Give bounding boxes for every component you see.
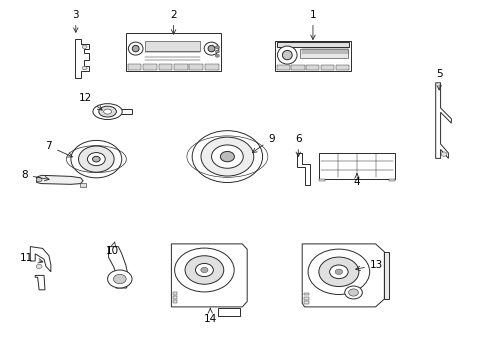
Bar: [174, 64, 187, 70]
Bar: [189, 64, 203, 70]
Text: 6: 6: [294, 134, 301, 157]
Ellipse shape: [82, 45, 87, 49]
Bar: [304, 301, 308, 304]
Ellipse shape: [132, 45, 139, 52]
Ellipse shape: [87, 153, 105, 166]
Bar: [173, 300, 177, 303]
Ellipse shape: [318, 257, 358, 287]
Text: 2: 2: [170, 10, 177, 34]
Ellipse shape: [128, 42, 142, 55]
Polygon shape: [37, 175, 83, 184]
Bar: [318, 179, 325, 181]
Polygon shape: [35, 275, 45, 290]
Polygon shape: [302, 244, 384, 307]
Polygon shape: [384, 252, 388, 299]
Bar: [305, 65, 319, 70]
Ellipse shape: [82, 66, 87, 70]
Text: 13: 13: [355, 260, 383, 271]
Bar: [276, 65, 289, 70]
Bar: [218, 308, 239, 316]
Text: 4: 4: [353, 174, 360, 187]
Bar: [143, 64, 157, 70]
Ellipse shape: [36, 264, 42, 269]
Text: 7: 7: [45, 141, 72, 157]
Bar: [204, 64, 218, 70]
Bar: [173, 292, 177, 294]
Bar: [291, 65, 304, 70]
Ellipse shape: [440, 152, 446, 156]
Ellipse shape: [215, 46, 219, 49]
Bar: [387, 179, 394, 181]
Bar: [158, 64, 172, 70]
Ellipse shape: [71, 140, 122, 178]
Bar: [145, 41, 200, 51]
Polygon shape: [75, 39, 89, 78]
Bar: [121, 109, 132, 114]
Bar: [276, 42, 348, 47]
Bar: [127, 64, 141, 70]
Ellipse shape: [220, 152, 234, 162]
Ellipse shape: [201, 267, 207, 273]
Bar: [125, 33, 221, 71]
Polygon shape: [435, 83, 450, 158]
Ellipse shape: [99, 106, 116, 117]
Ellipse shape: [201, 137, 253, 176]
Text: 10: 10: [106, 242, 119, 256]
Bar: [320, 65, 333, 70]
Ellipse shape: [329, 265, 347, 279]
Text: 3: 3: [72, 10, 79, 32]
Bar: [318, 153, 394, 179]
Bar: [335, 65, 348, 70]
Ellipse shape: [92, 156, 100, 162]
Bar: [80, 183, 85, 187]
Text: 12: 12: [79, 93, 102, 110]
Ellipse shape: [184, 256, 224, 284]
Ellipse shape: [195, 264, 213, 276]
Text: 1: 1: [309, 10, 316, 40]
Text: 8: 8: [21, 170, 49, 181]
Bar: [304, 297, 308, 300]
Ellipse shape: [208, 45, 215, 52]
Ellipse shape: [174, 248, 234, 292]
Ellipse shape: [103, 109, 111, 114]
Text: 11: 11: [20, 253, 43, 263]
Ellipse shape: [204, 42, 219, 55]
Ellipse shape: [334, 269, 342, 275]
Text: 5: 5: [435, 69, 442, 90]
Polygon shape: [108, 247, 128, 288]
Polygon shape: [30, 247, 51, 272]
Ellipse shape: [282, 50, 291, 60]
Polygon shape: [171, 244, 246, 307]
Ellipse shape: [344, 286, 362, 299]
Bar: [173, 296, 177, 299]
Ellipse shape: [277, 46, 296, 64]
Text: 9: 9: [252, 134, 274, 153]
Polygon shape: [297, 153, 309, 185]
Ellipse shape: [107, 270, 132, 288]
Ellipse shape: [211, 145, 243, 168]
Bar: [300, 49, 347, 58]
Ellipse shape: [215, 54, 219, 57]
Bar: [304, 292, 308, 295]
Ellipse shape: [307, 249, 369, 294]
Ellipse shape: [113, 274, 126, 284]
Ellipse shape: [93, 104, 122, 120]
Ellipse shape: [79, 146, 114, 172]
Ellipse shape: [215, 50, 219, 53]
Bar: [274, 41, 350, 71]
Ellipse shape: [36, 177, 42, 182]
Text: 14: 14: [203, 308, 217, 324]
Ellipse shape: [348, 289, 358, 296]
Ellipse shape: [192, 131, 262, 183]
